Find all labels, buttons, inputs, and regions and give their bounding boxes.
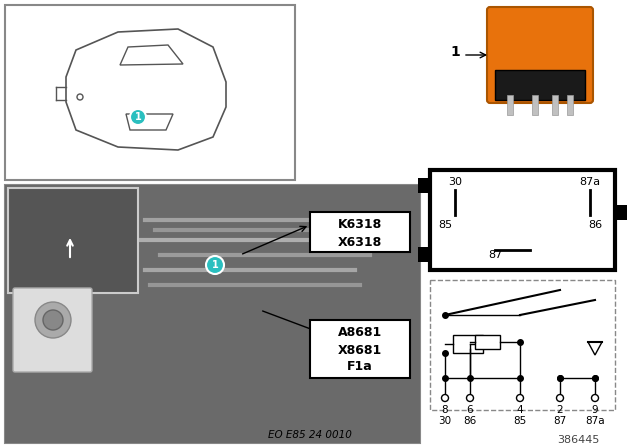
Text: 386445: 386445 (557, 435, 600, 445)
Text: 2: 2 (557, 405, 563, 415)
Bar (615, 205, 627, 220)
Text: 87a: 87a (585, 416, 605, 426)
Text: 1: 1 (212, 260, 218, 270)
Text: 9: 9 (592, 405, 598, 415)
Text: 87: 87 (488, 250, 502, 260)
Text: EO E85 24 0010: EO E85 24 0010 (268, 430, 352, 440)
Circle shape (130, 109, 146, 125)
Text: A8681: A8681 (338, 327, 382, 340)
Bar (532, 95, 538, 115)
Circle shape (516, 395, 524, 401)
Bar (507, 95, 513, 115)
Circle shape (43, 310, 63, 330)
FancyBboxPatch shape (495, 70, 585, 100)
Circle shape (35, 302, 71, 338)
Text: X8681: X8681 (338, 344, 382, 357)
Bar (5, 185, 420, 443)
Text: 87: 87 (554, 416, 566, 426)
Bar (418, 178, 430, 193)
Bar (8, 188, 138, 293)
Text: X6318: X6318 (338, 236, 382, 249)
Bar (5, 185, 420, 443)
Text: 87a: 87a (579, 177, 600, 187)
Circle shape (591, 395, 598, 401)
Bar (475, 335, 500, 349)
Circle shape (442, 395, 449, 401)
Bar (453, 335, 483, 353)
Text: 85: 85 (438, 220, 452, 230)
FancyBboxPatch shape (487, 7, 593, 103)
Text: 6: 6 (467, 405, 474, 415)
Text: 86: 86 (588, 220, 602, 230)
Text: 30: 30 (448, 177, 462, 187)
Text: 8: 8 (442, 405, 448, 415)
Bar (567, 95, 573, 115)
Text: 1: 1 (451, 45, 460, 59)
Text: 86: 86 (463, 416, 477, 426)
Text: K6318: K6318 (338, 219, 382, 232)
Bar (430, 170, 615, 270)
Bar (5, 5, 295, 180)
Bar (418, 247, 430, 262)
Circle shape (467, 395, 474, 401)
Text: F1a: F1a (347, 361, 373, 374)
Text: 1: 1 (134, 112, 141, 122)
Bar (552, 95, 558, 115)
Text: 85: 85 (513, 416, 527, 426)
Bar (310, 212, 410, 252)
Circle shape (206, 256, 224, 274)
Circle shape (557, 395, 563, 401)
Bar (310, 320, 410, 378)
Text: 4: 4 (516, 405, 524, 415)
Bar (430, 280, 615, 410)
Text: 30: 30 (438, 416, 452, 426)
FancyBboxPatch shape (13, 288, 92, 372)
